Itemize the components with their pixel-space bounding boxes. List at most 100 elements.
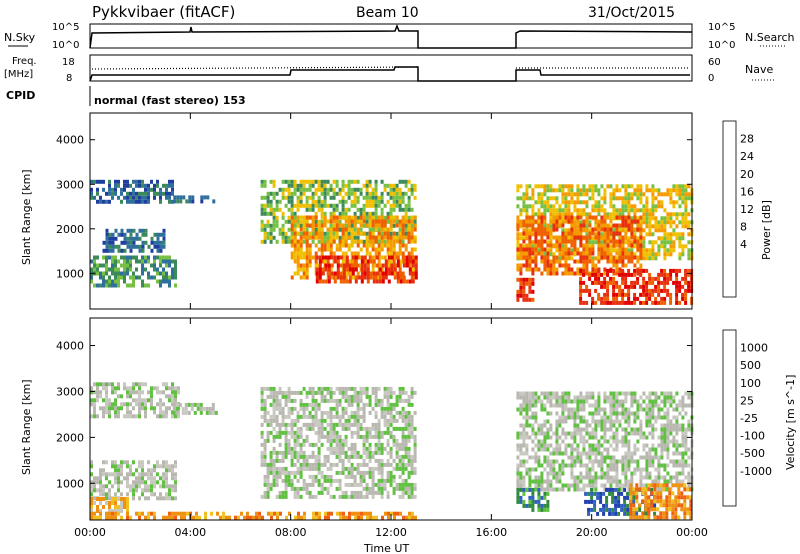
heatmap-cell-6 xyxy=(360,279,364,284)
heatmap-cell-7 xyxy=(558,212,562,217)
heatmap-cell-5 xyxy=(329,251,333,256)
heatmap-cell-7 xyxy=(651,240,655,245)
heatmap-cell-5 xyxy=(594,475,598,480)
heatmap-cell-8 xyxy=(624,251,628,256)
heatmap-cell-5 xyxy=(582,415,586,420)
heatmap-cell-0 xyxy=(126,394,129,399)
heatmap-cell-0 xyxy=(156,183,159,188)
heatmap-cell-4 xyxy=(347,426,351,431)
heatmap-cell-5 xyxy=(353,219,357,224)
heatmap-cell-4 xyxy=(338,486,342,491)
heatmap-cell-7 xyxy=(594,204,598,209)
heatmap-cell-8 xyxy=(618,243,622,248)
heatmap-cell-4 xyxy=(281,390,285,395)
heatmap-cell-7 xyxy=(675,192,679,197)
heatmap-cell-7 xyxy=(588,184,592,189)
heatmap-cell-2 xyxy=(90,464,93,469)
heatmap-cell-5 xyxy=(570,443,574,448)
heatmap-cell-4 xyxy=(380,410,384,415)
heatmap-cell-8 xyxy=(576,271,580,276)
heatmap-cell-10 xyxy=(660,268,664,273)
heatmap-cell-8 xyxy=(636,223,640,228)
heatmap-cell-8 xyxy=(546,259,550,264)
heatmap-cell-5 xyxy=(555,459,559,464)
heatmap-cell-7 xyxy=(654,224,658,229)
heatmap-cell-5 xyxy=(546,391,550,396)
heatmap-cell-8 xyxy=(591,251,595,256)
heatmap-cell-2 xyxy=(144,267,147,272)
heatmap-cell-8 xyxy=(537,267,541,272)
heatmap-cell-4 xyxy=(395,219,399,224)
heatmap-cell-6 xyxy=(348,263,352,268)
heatmap-cell-4 xyxy=(401,239,405,244)
heatmap-cell-0 xyxy=(102,398,105,403)
heatmap-cell-4 xyxy=(290,482,294,487)
heatmap-cell-8 xyxy=(621,215,625,220)
heatmap-cell-1 xyxy=(199,406,203,411)
heatmap-cell-4 xyxy=(296,426,300,431)
heatmap-cell-0 xyxy=(162,390,165,395)
heatmap-cell-4 xyxy=(272,470,276,475)
heatmap-cell-6 xyxy=(393,267,397,272)
heatmap-cell-4 xyxy=(371,474,375,479)
heatmap-cell-5 xyxy=(305,255,309,260)
heatmap-cell-8 xyxy=(555,255,559,260)
heatmap-cell-5 xyxy=(389,247,393,252)
heatmap-cell-5 xyxy=(519,403,523,408)
heatmap-cell-4 xyxy=(404,414,408,419)
heatmap-cell-7 xyxy=(570,192,574,197)
heatmap-cell-4 xyxy=(272,466,276,471)
heatmap-cell-5 xyxy=(555,435,559,440)
heatmap-cell-8 xyxy=(582,243,586,248)
heatmap-cell-4 xyxy=(305,466,309,471)
heatmap-cell-8 xyxy=(528,263,532,268)
heatmap-cell-5 xyxy=(582,419,586,424)
heatmap-cell-7 xyxy=(591,244,595,249)
heatmap-cell-8 xyxy=(579,239,583,244)
heatmap-cell-4 xyxy=(365,454,369,459)
heatmap-cell-5 xyxy=(576,407,580,412)
heatmap-cell-4 xyxy=(410,390,414,395)
heatmap-cell-4 xyxy=(392,474,396,479)
heatmap-cell-4 xyxy=(380,414,384,419)
heatmap-cell-6 xyxy=(345,279,349,284)
heatmap-cell-4 xyxy=(386,426,390,431)
heatmap-cell-4 xyxy=(284,195,288,200)
heatmap-cell-5 xyxy=(585,475,589,480)
heatmap-cell-4 xyxy=(284,390,288,395)
heatmap-cell-6 xyxy=(336,271,340,276)
heatmap-cell-0 xyxy=(93,195,96,200)
heatmap-cell-4 xyxy=(341,414,345,419)
heatmap-cell-0 xyxy=(162,183,165,188)
heatmap-cell-5 xyxy=(377,235,381,240)
heatmap-cell-10 xyxy=(678,288,682,293)
heatmap-cell-5 xyxy=(540,391,544,396)
heatmap-cell-4 xyxy=(389,418,393,423)
heatmap-cell-9 xyxy=(528,277,532,282)
heatmap-cell-1 xyxy=(211,402,215,407)
heatmap-cell-5 xyxy=(624,451,628,456)
heatmap-cell-4 xyxy=(263,235,267,240)
heatmap-cell-3 xyxy=(111,497,114,501)
heatmap-cell-5 xyxy=(356,219,360,224)
heatmap-cell-6 xyxy=(390,267,394,272)
heatmap-cell-4 xyxy=(377,386,381,391)
heatmap-cell-4 xyxy=(386,458,390,463)
heatmap-cell-5 xyxy=(639,479,643,484)
heatmap-cell-5 xyxy=(516,395,520,400)
heatmap-cell-4 xyxy=(365,386,369,391)
heatmap-cell-4 xyxy=(281,227,285,232)
heatmap-cell-2 xyxy=(165,496,168,501)
heatmap-cell-5 xyxy=(404,235,408,240)
heatmap-cell-4 xyxy=(350,410,354,415)
heatmap-cell-4 xyxy=(395,438,399,443)
heatmap-cell-5 xyxy=(585,427,589,432)
heatmap-cell-4 xyxy=(311,195,315,200)
heatmap-cell-8 xyxy=(552,243,556,248)
heatmap-cell-4 xyxy=(281,430,285,435)
heatmap-cell-7 xyxy=(645,212,649,217)
heatmap-cell-6 xyxy=(342,263,346,268)
heatmap-cell-8 xyxy=(615,259,619,264)
heatmap-cell-4 xyxy=(395,203,399,208)
heatmap-cell-5 xyxy=(293,243,297,248)
